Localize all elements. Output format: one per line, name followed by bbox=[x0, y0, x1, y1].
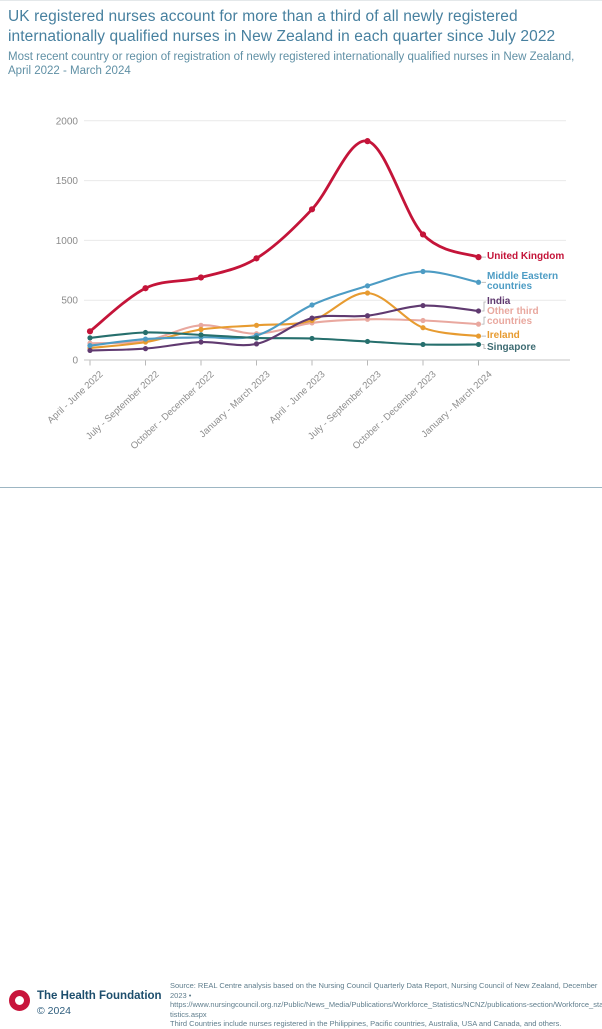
chart-svg: 0 500 1000 1500 2000 bbox=[56, 116, 570, 367]
top-edge-divider bbox=[0, 0, 602, 1]
data-point bbox=[475, 341, 482, 348]
series-label-middle-eastern-countries: Middle Eastern countries bbox=[487, 271, 559, 293]
data-point bbox=[198, 339, 204, 345]
data-point bbox=[197, 274, 205, 281]
data-point bbox=[142, 329, 149, 336]
data-point bbox=[364, 338, 371, 345]
data-point bbox=[420, 325, 426, 331]
data-point bbox=[364, 283, 371, 289]
page-subtitle: Most recent country or region of registr… bbox=[8, 51, 575, 77]
page-title: UK registered nurses account for more th… bbox=[8, 8, 556, 45]
series-label-other-third-countries: Other third countries bbox=[487, 306, 539, 328]
series-label-ireland: Ireland bbox=[487, 330, 520, 342]
chart-header: UK registered nurses account for more th… bbox=[8, 7, 596, 78]
series-line-united-kingdom bbox=[88, 139, 480, 333]
series-line-ireland bbox=[88, 291, 480, 350]
series-label-india: India bbox=[487, 295, 511, 307]
series-line-singapore bbox=[88, 331, 480, 346]
legend-leader-line bbox=[481, 344, 486, 349]
y-axis-tick-label: 0 bbox=[72, 356, 78, 367]
data-point bbox=[420, 268, 426, 275]
data-point bbox=[475, 254, 482, 261]
source-line: Source: REAL Centre analysis based on th… bbox=[170, 981, 598, 1000]
data-point bbox=[198, 322, 204, 328]
data-point bbox=[142, 285, 149, 292]
data-point bbox=[364, 290, 371, 296]
footer: The Health Foundation © 2024 Source: REA… bbox=[0, 488, 602, 1028]
chart-figure: 0 500 1000 1500 2000 April - June 2022 July - … bbox=[0, 110, 602, 488]
brand-name: The Health Foundation bbox=[37, 990, 162, 1002]
series-label-singapore: Singapore bbox=[487, 342, 536, 354]
data-point bbox=[253, 322, 260, 328]
y-axis-tick-label: 1500 bbox=[56, 176, 79, 187]
source-url: https://www.nursingcouncil.org.nz/Public… bbox=[170, 1000, 602, 1019]
data-point bbox=[309, 302, 315, 308]
series-line-india bbox=[88, 304, 480, 352]
data-point bbox=[419, 231, 427, 238]
data-point bbox=[309, 335, 315, 342]
data-point bbox=[475, 333, 482, 339]
source-line: Third Countries include nurses registere… bbox=[170, 1019, 562, 1029]
data-point bbox=[142, 346, 149, 352]
data-point bbox=[364, 138, 371, 145]
series-line-other-third-countries bbox=[88, 318, 480, 345]
data-point bbox=[420, 302, 426, 309]
y-axis-tick-label: 1000 bbox=[56, 236, 79, 247]
data-point bbox=[364, 316, 371, 322]
data-point bbox=[198, 332, 204, 338]
data-point bbox=[420, 341, 426, 348]
data-point bbox=[475, 279, 482, 285]
data-point bbox=[309, 315, 315, 321]
source-note: Source: REAL Centre analysis based on th… bbox=[170, 981, 602, 1029]
copyright-text: © 2024 bbox=[37, 1005, 72, 1017]
data-point bbox=[420, 317, 426, 324]
data-point bbox=[475, 308, 482, 314]
footer-divider bbox=[0, 487, 602, 488]
data-point bbox=[198, 326, 204, 333]
health-foundation-logo-icon bbox=[9, 990, 30, 1011]
data-point bbox=[86, 328, 94, 335]
data-point bbox=[253, 341, 260, 347]
data-point bbox=[308, 206, 316, 213]
data-point bbox=[364, 313, 371, 319]
data-point bbox=[87, 343, 93, 349]
data-point bbox=[142, 336, 149, 342]
data-point bbox=[475, 321, 482, 327]
legend-leader-line bbox=[481, 301, 486, 312]
data-point bbox=[253, 255, 260, 262]
series-line-middle-eastern-countries bbox=[88, 270, 480, 347]
legend-leader-line bbox=[481, 316, 486, 325]
data-point bbox=[87, 347, 93, 354]
data-point bbox=[253, 335, 260, 341]
y-axis-tick-label: 500 bbox=[61, 296, 78, 307]
series-label-united-kingdom: United Kingdom bbox=[487, 251, 565, 263]
data-point bbox=[87, 335, 93, 341]
y-axis-tick-label: 2000 bbox=[56, 116, 79, 127]
